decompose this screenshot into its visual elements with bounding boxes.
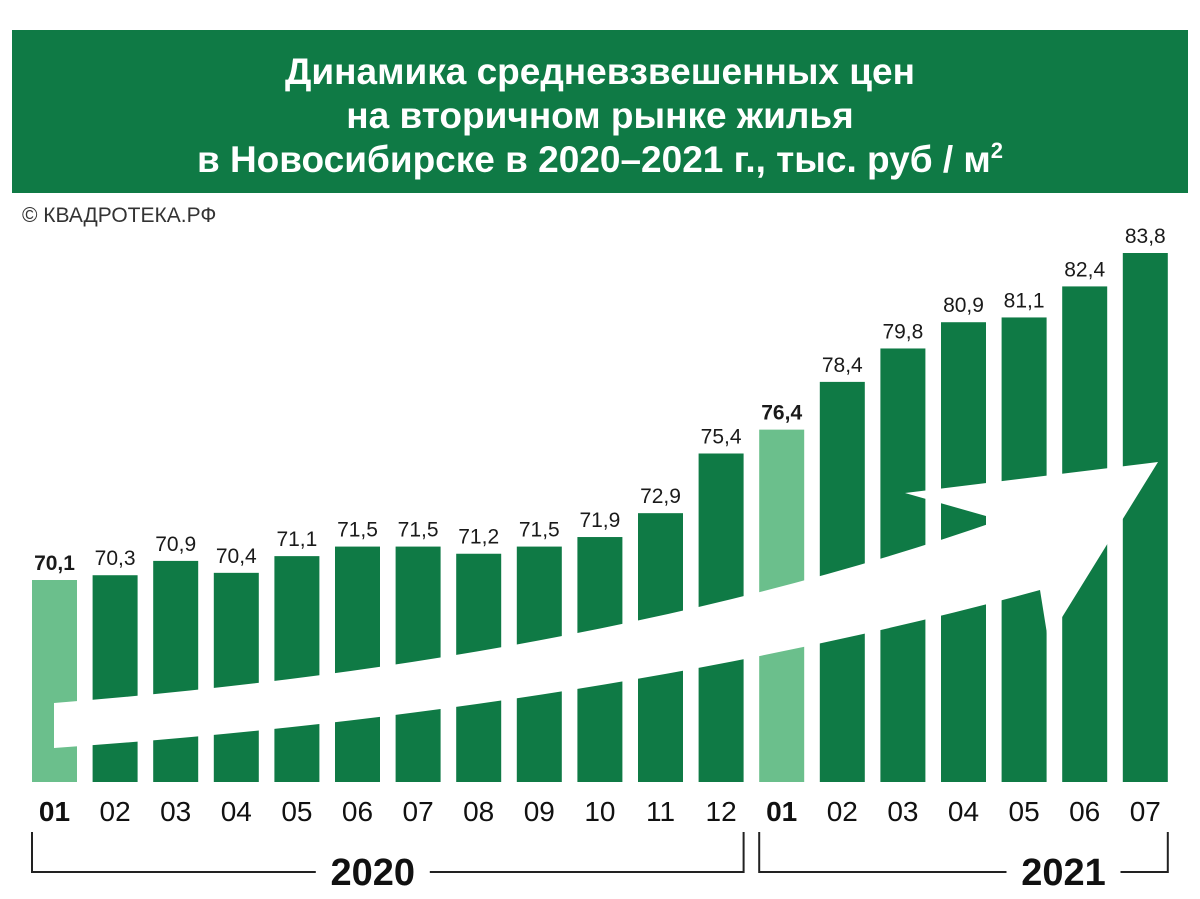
value-label-14: 78,4 <box>822 354 863 377</box>
category-label-9: 09 <box>524 796 555 827</box>
category-label-13: 01 <box>766 796 797 827</box>
trend-arrow <box>54 462 1158 748</box>
value-label-4: 70,4 <box>216 545 257 568</box>
source-credit: © КВАДРОТЕКА.РФ <box>22 204 217 227</box>
category-label-8: 08 <box>463 796 494 827</box>
bar-2 <box>92 575 138 782</box>
labels-layer: 70,1 01 70,3 02 70,9 03 70,4 04 71,1 05 71,5 06 71,5… <box>34 225 1166 827</box>
category-label-3: 03 <box>160 796 191 827</box>
category-label-16: 04 <box>948 796 979 827</box>
value-label-12: 75,4 <box>701 425 742 448</box>
category-label-7: 07 <box>403 796 434 827</box>
value-label-18: 82,4 <box>1064 258 1105 281</box>
bar-1 <box>32 580 77 782</box>
value-label-13: 76,4 <box>761 402 802 425</box>
title-line-1: Динамика средневзвешенных цен <box>285 51 915 92</box>
category-label-12: 12 <box>706 796 737 827</box>
bar-19 <box>1122 253 1168 782</box>
group-label-2020: 2020 <box>331 852 416 894</box>
value-label-5: 71,1 <box>276 528 317 551</box>
category-label-14: 02 <box>827 796 858 827</box>
category-label-11: 11 <box>646 796 675 827</box>
category-label-2: 02 <box>100 796 131 827</box>
category-label-17: 05 <box>1009 796 1040 827</box>
value-label-8: 71,2 <box>458 526 499 549</box>
group-label-2021: 2021 <box>1021 852 1106 894</box>
title-line-3: в Новосибирске в 2020–2021 г., тыс. руб … <box>12 138 1188 182</box>
category-label-18: 06 <box>1069 796 1100 827</box>
value-label-19: 83,8 <box>1125 225 1166 248</box>
category-label-6: 06 <box>342 796 373 827</box>
group-bracket-left-2020 <box>31 832 316 873</box>
bar-5 <box>274 556 320 782</box>
value-label-17: 81,1 <box>1004 289 1045 312</box>
value-label-16: 80,9 <box>943 294 984 317</box>
groups-layer: 2020 2021 <box>31 832 1169 894</box>
value-label-9: 71,5 <box>519 519 560 542</box>
bar-3 <box>153 560 199 782</box>
value-label-7: 71,5 <box>398 519 439 542</box>
group-bracket-left-2021 <box>758 832 1007 873</box>
group-bracket-right-2021 <box>1120 832 1169 873</box>
group-bracket-right-2020 <box>429 832 745 873</box>
value-label-11: 72,9 <box>640 485 681 508</box>
title-line-2: на вторичном рынке жилья <box>346 95 854 136</box>
value-label-1: 70,1 <box>34 552 75 575</box>
category-label-1: 01 <box>39 796 70 827</box>
value-label-3: 70,9 <box>155 533 196 556</box>
bar-6 <box>335 546 380 782</box>
value-label-2: 70,3 <box>95 547 136 570</box>
value-label-6: 71,5 <box>337 519 378 542</box>
category-label-5: 05 <box>281 796 312 827</box>
category-label-15: 03 <box>887 796 918 827</box>
chart-title: Динамика средневзвешенных цен на вторичн… <box>12 50 1188 182</box>
bar-4 <box>213 572 259 782</box>
title-banner <box>12 30 1188 193</box>
value-label-15: 79,8 <box>882 320 923 343</box>
category-label-19: 07 <box>1130 796 1161 827</box>
category-label-10: 10 <box>584 796 615 827</box>
title-line-3-text: в Новосибирске в 2020–2021 г., тыс. руб … <box>196 139 991 180</box>
title-superscript: 2 <box>990 138 1004 163</box>
value-label-10: 71,9 <box>579 509 620 532</box>
category-label-4: 04 <box>221 796 252 827</box>
